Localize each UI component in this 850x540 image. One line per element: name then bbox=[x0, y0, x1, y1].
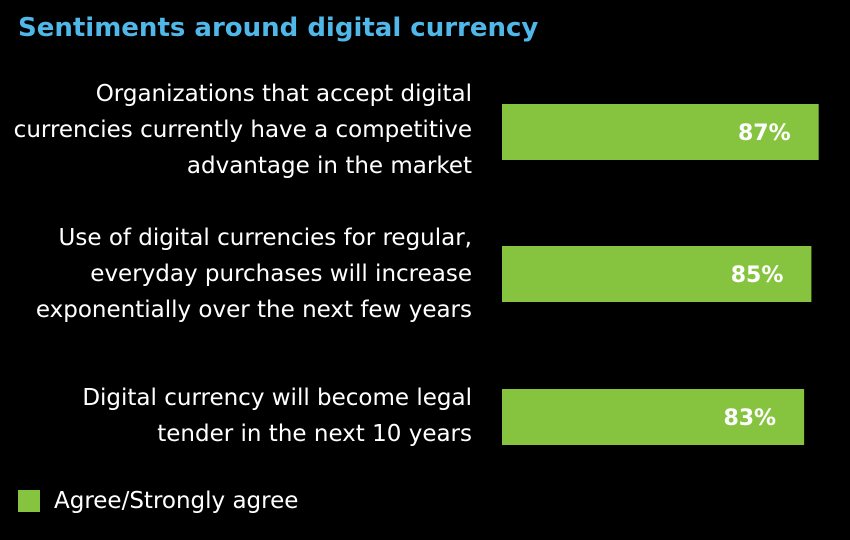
chart-title: Sentiments around digital currency bbox=[18, 13, 539, 43]
category-label-line: Digital currency will become legal bbox=[82, 385, 472, 411]
legend-swatch bbox=[18, 490, 40, 512]
category-label-line: everyday purchases will increase bbox=[90, 261, 472, 287]
bar-value-label: 87% bbox=[738, 121, 791, 146]
category-label-line: exponentially over the next few years bbox=[35, 297, 472, 323]
bar bbox=[502, 389, 805, 445]
legend: Agree/Strongly agree bbox=[18, 488, 298, 514]
category-label: Digital currency will become legal tender… bbox=[12, 380, 472, 452]
category-label: Organizations that accept digital currenc… bbox=[12, 76, 472, 184]
bar-value-label: 83% bbox=[723, 406, 776, 431]
bar bbox=[502, 246, 812, 302]
legend-label: Agree/Strongly agree bbox=[54, 488, 299, 514]
category-label-line: currencies currently have a competitive bbox=[13, 117, 472, 143]
category-label-line: Organizations that accept digital bbox=[95, 81, 472, 107]
category-label-line: advantage in the market bbox=[186, 153, 472, 179]
category-label-line: Use of digital currencies for regular, bbox=[58, 225, 472, 251]
bar-value-label: 85% bbox=[731, 263, 784, 288]
category-label: Use of digital currencies for regular, ev… bbox=[12, 220, 472, 328]
category-label-line: tender in the next 10 years bbox=[157, 421, 472, 447]
bar bbox=[502, 104, 819, 160]
